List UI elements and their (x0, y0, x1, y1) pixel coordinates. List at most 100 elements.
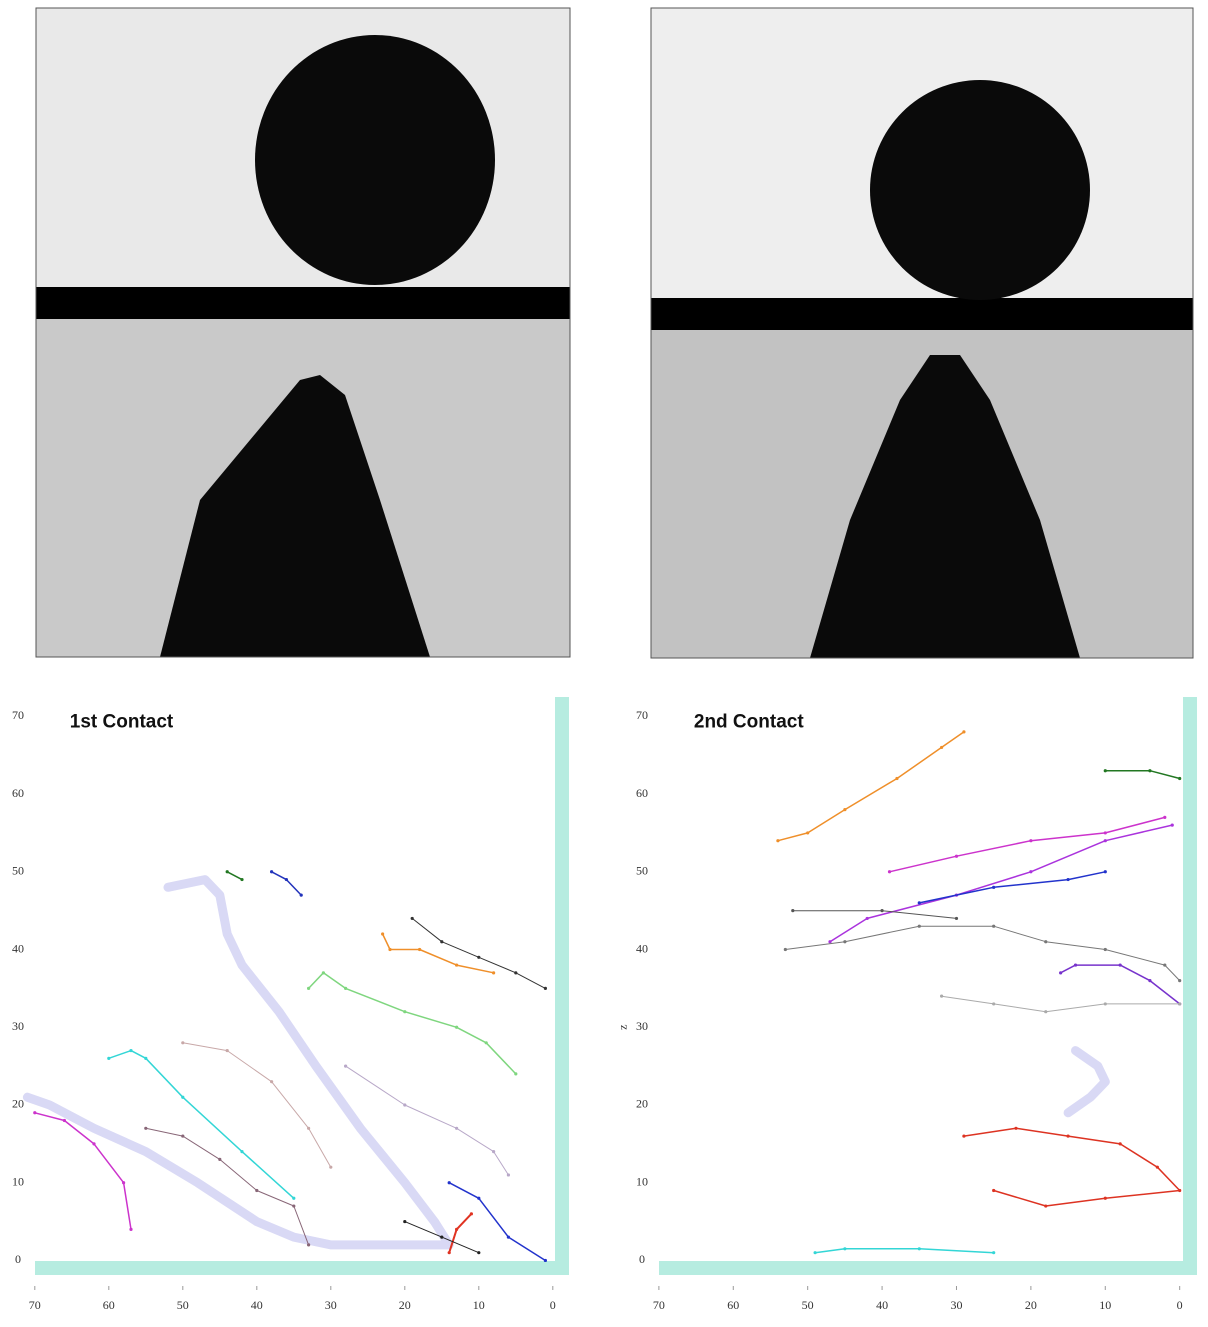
trajectory-point (992, 1251, 995, 1254)
trajectory (309, 973, 516, 1074)
trajectory-point (784, 948, 787, 951)
trajectory-point (33, 1111, 36, 1114)
trajectory-point (63, 1119, 66, 1122)
trajectory-point (1104, 948, 1107, 951)
trajectory-point (843, 1247, 846, 1250)
trajectory-point (992, 925, 995, 928)
trajectory-point (240, 878, 243, 881)
trajectory (35, 1113, 131, 1230)
trajectory-point (307, 1243, 310, 1246)
trajectory-point (403, 1103, 406, 1106)
trajectory-point (1104, 769, 1107, 772)
y-tick-label: 60 (636, 786, 648, 800)
x-tick-label: 20 (399, 1298, 411, 1312)
trajectory-point (470, 1212, 473, 1215)
trajectory-point (1059, 971, 1062, 974)
trajectory-point (1029, 839, 1032, 842)
trajectory-point (814, 1251, 817, 1254)
trajectory-point (440, 940, 443, 943)
trajectory-point (381, 932, 384, 935)
trajectory-point (144, 1057, 147, 1060)
trajectory-point (1029, 870, 1032, 873)
x-tick-label: 40 (876, 1298, 888, 1312)
trajectory-point (492, 1150, 495, 1153)
photo-left (36, 8, 570, 657)
trajectory-point (1044, 1204, 1047, 1207)
trajectory-point (514, 971, 517, 974)
trajectory-point (144, 1127, 147, 1130)
trajectory-point (440, 1236, 443, 1239)
trajectory-point (129, 1228, 132, 1231)
trajectory-point (455, 1228, 458, 1231)
trajectory-point (880, 909, 883, 912)
trajectory (346, 1066, 509, 1175)
trajectory-point (1163, 816, 1166, 819)
trajectory-point (940, 995, 943, 998)
trajectory (1068, 1051, 1105, 1113)
trajectory-point (292, 1197, 295, 1200)
trajectory-point (329, 1166, 332, 1169)
trajectory-point (992, 886, 995, 889)
trajectory-point (448, 1181, 451, 1184)
x-tick-label: 30 (325, 1298, 337, 1312)
trajectory-point (307, 1127, 310, 1130)
trajectory-point (455, 1026, 458, 1029)
trajectory-point (806, 831, 809, 834)
trajectory-point (776, 839, 779, 842)
trajectory-point (1148, 979, 1151, 982)
trajectory (793, 911, 957, 919)
trajectory-point (448, 1251, 451, 1254)
trajectory-point (962, 730, 965, 733)
trajectory (1061, 965, 1180, 1004)
trajectory (146, 1128, 309, 1245)
x-tick-label: 0 (550, 1298, 556, 1312)
trajectory-point (1104, 870, 1107, 873)
trajectory-point (129, 1049, 132, 1052)
x-tick-label: 0 (1177, 1298, 1183, 1312)
trajectory-point (1178, 979, 1181, 982)
trajectory-point (992, 1002, 995, 1005)
trajectory-point (828, 940, 831, 943)
trajectory-point (107, 1057, 110, 1060)
trajectory-point (1171, 824, 1174, 827)
trajectory-point (1066, 878, 1069, 881)
x-tick-label: 10 (473, 1298, 485, 1312)
trajectory-point (1178, 1002, 1181, 1005)
x-tick-label: 50 (802, 1298, 814, 1312)
y-tick-label: 50 (12, 864, 24, 878)
trajectory (815, 1249, 994, 1253)
y-tick-label: 10 (12, 1174, 24, 1188)
trajectory-point (1156, 1166, 1159, 1169)
trajectory-point (1163, 963, 1166, 966)
trajectory-point (292, 1204, 295, 1207)
trajectory-point (1104, 1002, 1107, 1005)
trajectory-point (895, 777, 898, 780)
trajectory (272, 872, 302, 895)
trajectory-point (240, 1150, 243, 1153)
y-tick-label: 20 (636, 1097, 648, 1111)
trajectory-point (455, 963, 458, 966)
trajectory-point (477, 956, 480, 959)
trajectory-point (962, 1134, 965, 1137)
trajectory-point (955, 855, 958, 858)
trajectory-point (485, 1041, 488, 1044)
trajectory-point (307, 987, 310, 990)
trajectory (830, 825, 1172, 942)
trajectory-point (403, 1220, 406, 1223)
trajectory-point (255, 1189, 258, 1192)
trajectory-point (181, 1041, 184, 1044)
trajectory-point (1074, 963, 1077, 966)
trajectory-point (1066, 1134, 1069, 1137)
y-tick-label: 0 (639, 1252, 645, 1266)
trajectory-point (888, 870, 891, 873)
trajectory-point (940, 746, 943, 749)
trajectory-point (544, 1259, 547, 1262)
x-tick-label: 20 (1025, 1298, 1037, 1312)
y-tick-label: 0 (15, 1252, 21, 1266)
trajectory-point (507, 1173, 510, 1176)
y-tick-label: 40 (636, 941, 648, 955)
y-tick-label: 30 (636, 1019, 648, 1033)
trajectory-point (1044, 940, 1047, 943)
trajectory-point (1104, 1197, 1107, 1200)
trajectory (412, 918, 545, 988)
